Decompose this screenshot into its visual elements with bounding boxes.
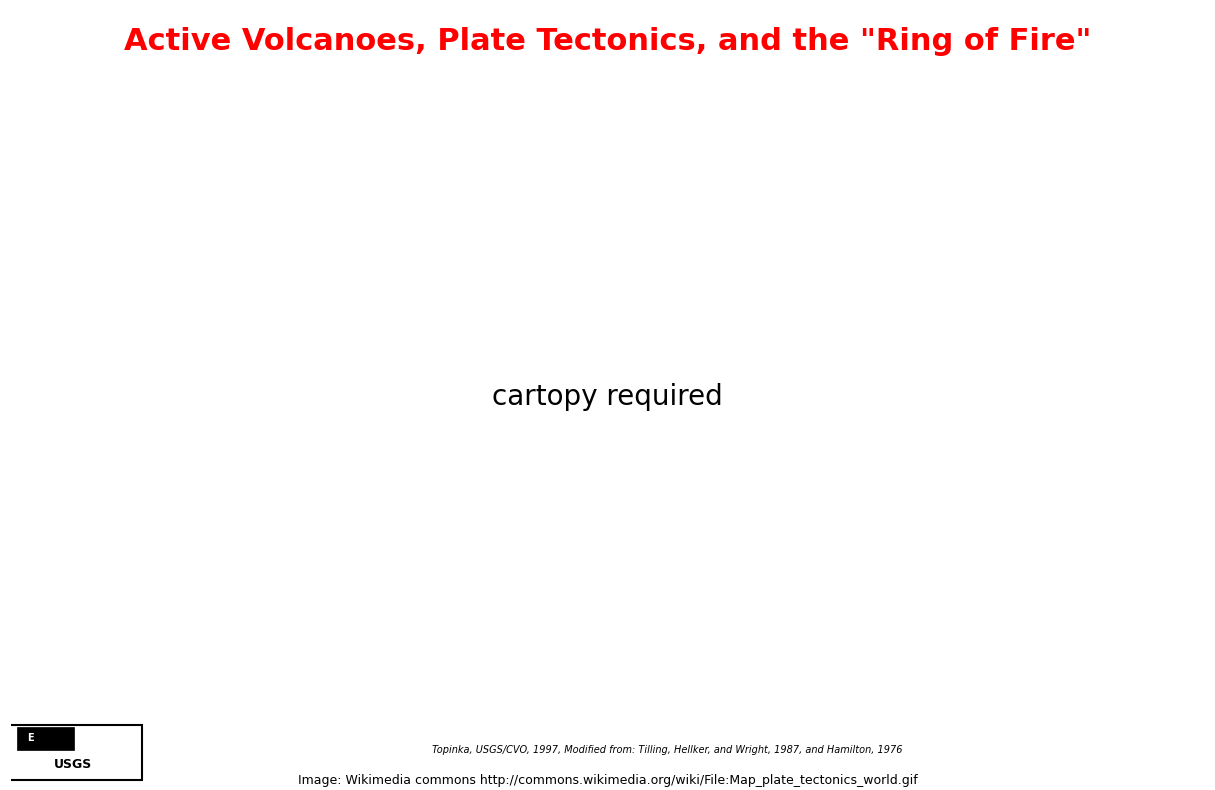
Text: Topinka, USGS/CVO, 1997, Modified from: Tilling, Hellker, and Wright, 1987, and : Topinka, USGS/CVO, 1997, Modified from: … [431, 744, 903, 754]
FancyBboxPatch shape [17, 727, 74, 750]
FancyBboxPatch shape [5, 725, 142, 780]
Text: cartopy required: cartopy required [492, 383, 723, 411]
Text: USGS: USGS [53, 758, 92, 771]
Text: E: E [27, 733, 33, 743]
Text: Image: Wikimedia commons http://commons.wikimedia.org/wiki/File:Map_plate_tecton: Image: Wikimedia commons http://commons.… [298, 773, 917, 787]
Text: Active Volcanoes, Plate Tectonics, and the "Ring of Fire": Active Volcanoes, Plate Tectonics, and t… [124, 27, 1091, 56]
